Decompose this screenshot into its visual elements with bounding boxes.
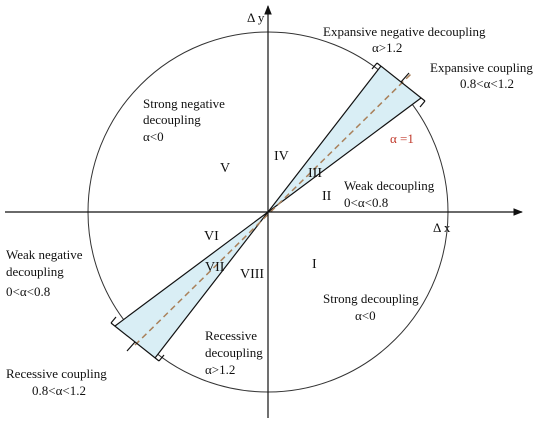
strong-negative-condition: α<0: [143, 129, 164, 144]
sector-IV: IV: [274, 149, 289, 164]
expansive-coupling-title: Expansive coupling: [430, 60, 533, 75]
weak-negative-title-2: decoupling: [6, 264, 64, 279]
expansive-negative-condition: α>1.2: [372, 40, 402, 55]
strong-decoupling-title: Strong decoupling: [323, 291, 419, 306]
x-axis-label: Δ x: [433, 220, 451, 235]
recessive-coupling-condition: 0.8<α<1.2: [32, 383, 86, 398]
recessive-coupling-title: Recessive coupling: [6, 366, 107, 381]
boundary-line-1-2: [267, 65, 382, 213]
sector-I: I: [312, 257, 317, 272]
boundary-line-0-8: [267, 97, 422, 213]
wedge-recessive-coupling: [115, 212, 268, 358]
recessive-decoupling-title-2: decoupling: [205, 345, 263, 360]
boundary-line-0-8-lower: [114, 211, 269, 327]
strong-negative-title-1: Strong negative: [143, 96, 225, 111]
weak-decoupling-condition: 0<α<0.8: [344, 195, 388, 210]
strong-negative-title-2: decoupling: [143, 112, 201, 127]
sector-V: V: [220, 161, 230, 176]
sector-VIII: VIII: [240, 267, 264, 282]
strong-decoupling-condition: α<0: [355, 308, 376, 323]
sector-III: III: [308, 166, 322, 181]
sector-VI: VI: [204, 229, 219, 244]
weak-decoupling-title: Weak decoupling: [344, 178, 435, 193]
weak-negative-title-1: Weak negative: [6, 247, 83, 262]
alpha-one-label: α =1: [390, 131, 414, 146]
recessive-decoupling-title-1: Recessive: [205, 328, 257, 343]
alpha-one-line: [134, 73, 412, 346]
boundary-line-1-2-lower: [154, 211, 269, 359]
weak-negative-condition: 0<α<0.8: [6, 284, 50, 299]
expansive-coupling-condition: 0.8<α<1.2: [460, 76, 514, 91]
y-axis-label: Δ y: [247, 10, 265, 25]
sector-VII: VII: [205, 260, 225, 275]
recessive-decoupling-condition: α>1.2: [205, 362, 235, 377]
expansive-negative-title: Expansive negative decoupling: [323, 24, 486, 39]
sector-II: II: [322, 189, 332, 204]
